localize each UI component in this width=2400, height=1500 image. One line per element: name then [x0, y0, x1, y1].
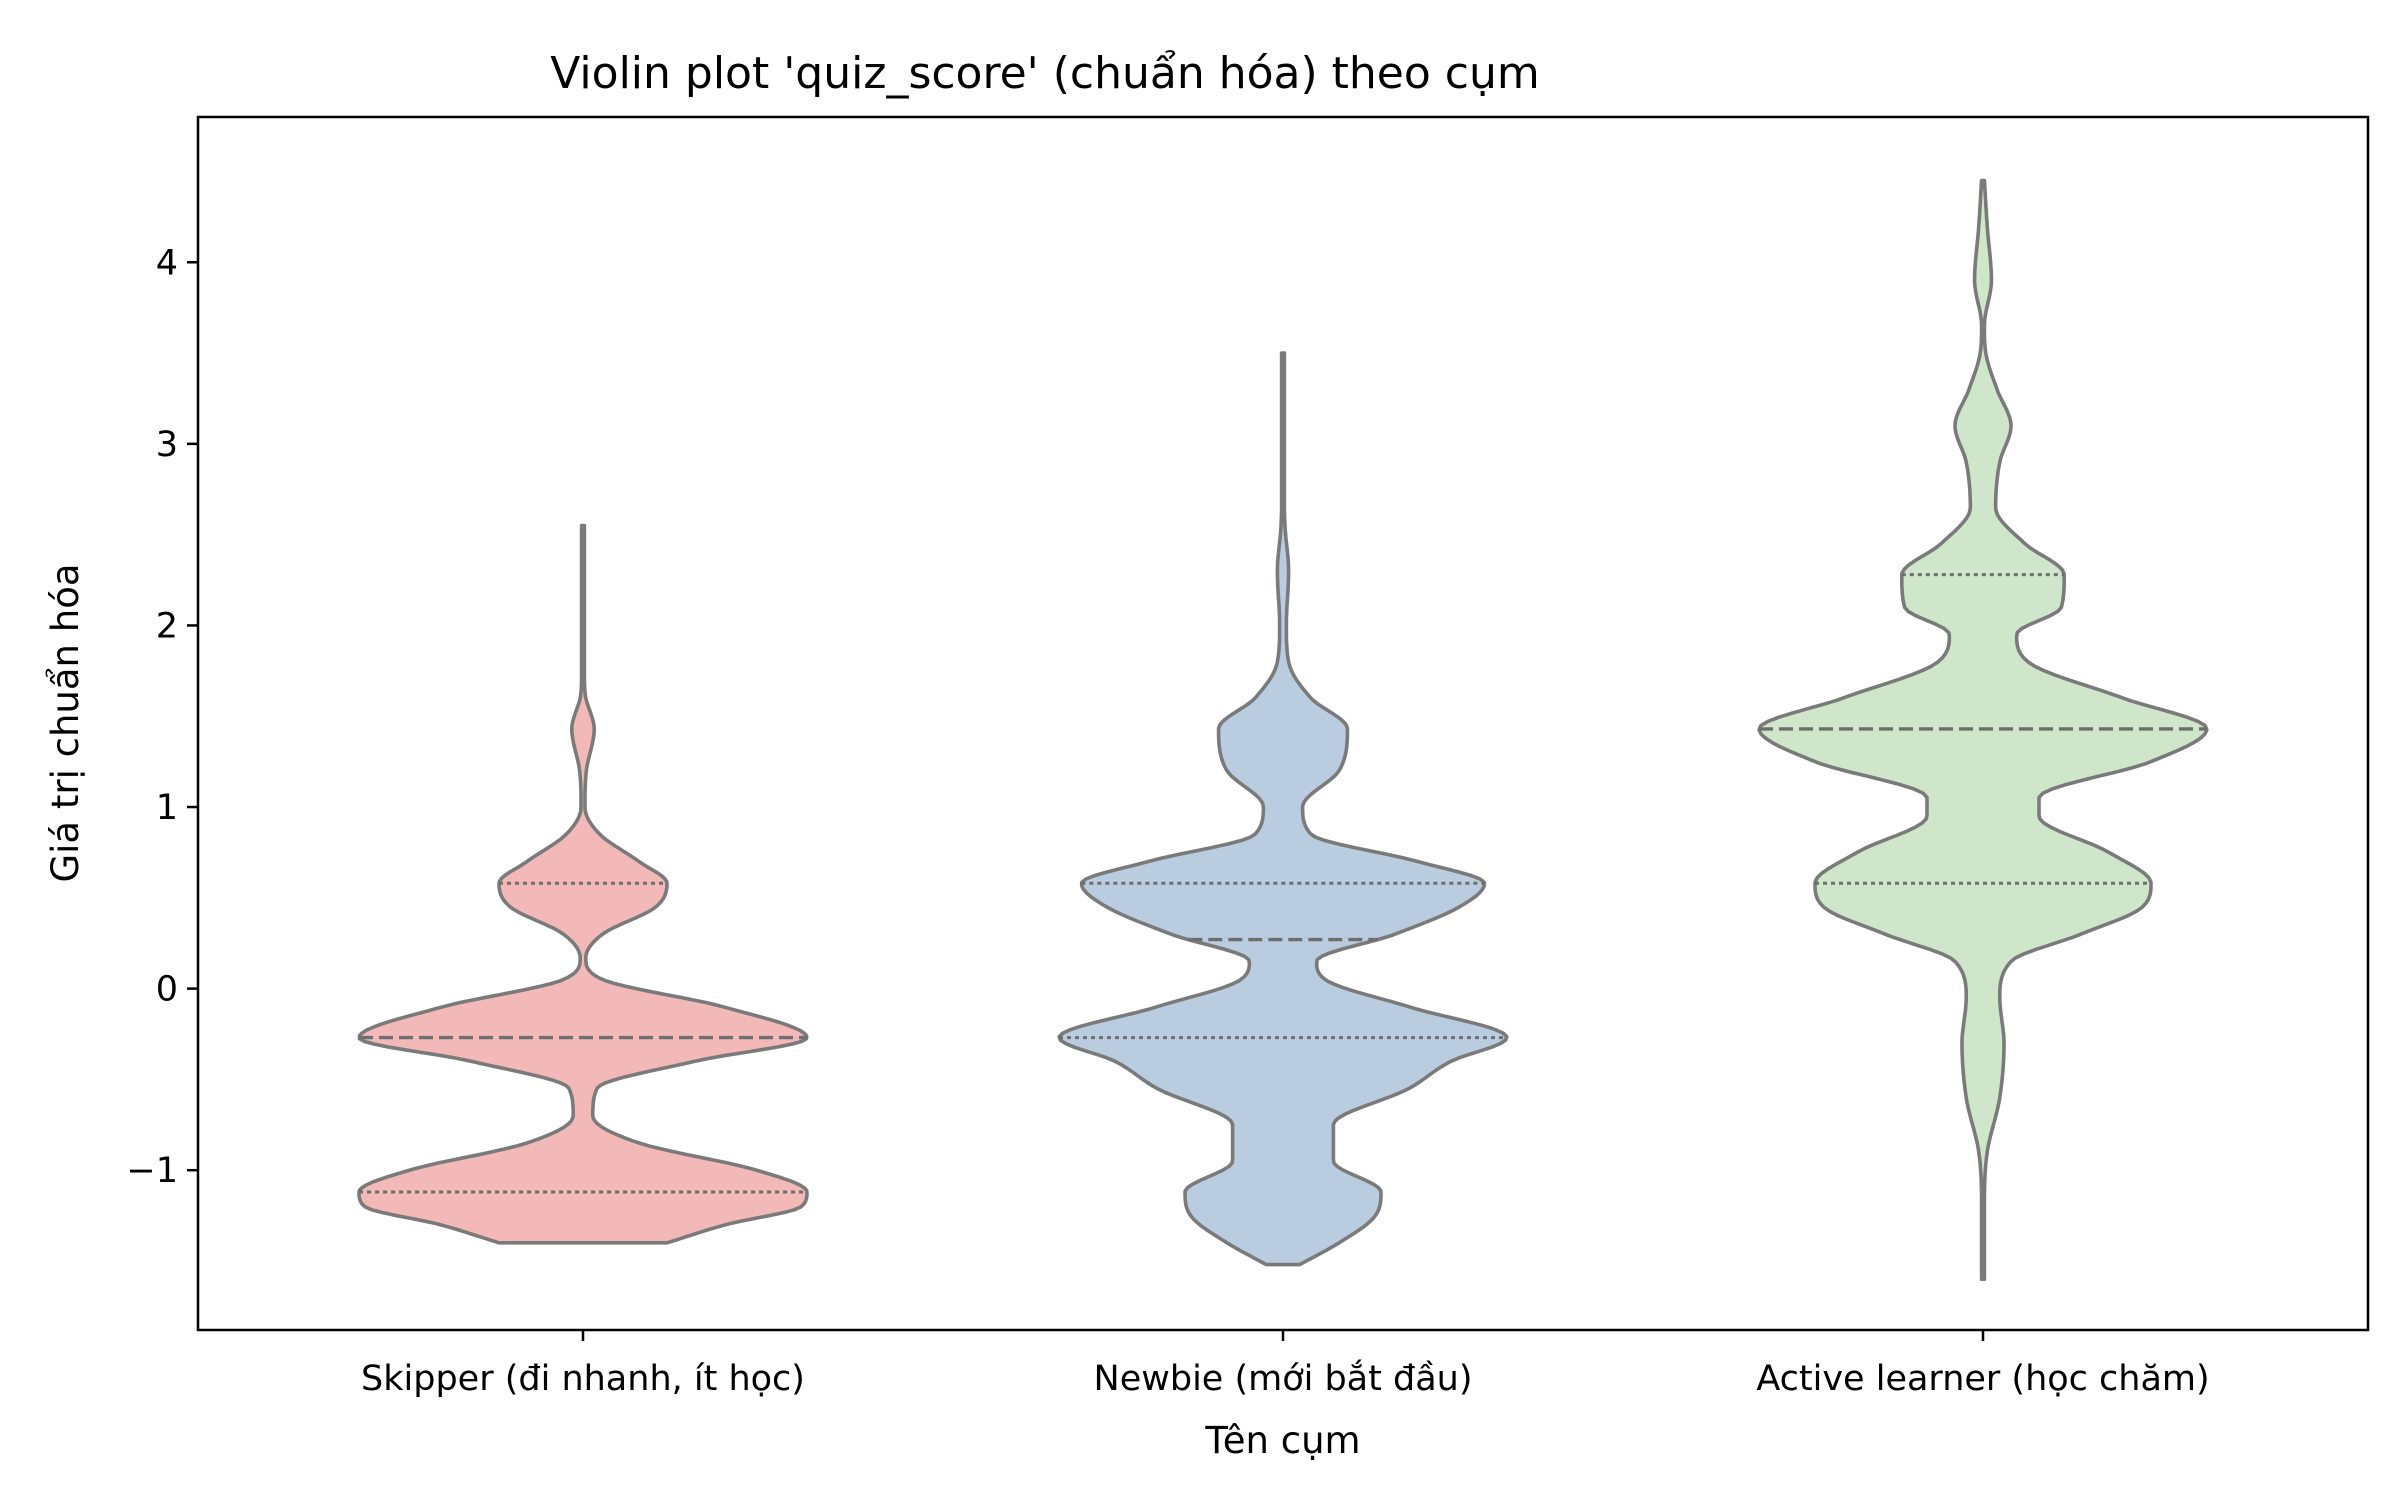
- chart-title: Violin plot 'quiz_score' (chuẩn hóa) the…: [550, 48, 1539, 99]
- x-axis-label: Tên cụm: [1204, 1419, 1360, 1462]
- violin-1: [357, 523, 809, 1245]
- y-axis-label: Giá trị chuẩn hóa: [44, 563, 87, 882]
- x-tick-label-1: Newbie (mới bắt đầu): [1094, 1358, 1473, 1399]
- x-tick-label-2: Active learner (học chăm): [1756, 1359, 2209, 1399]
- x-axis: Skipper (đi nhanh, ít học) Newbie (mới bắ…: [361, 1330, 2210, 1399]
- y-tick-label-5: 4: [156, 243, 178, 283]
- y-tick-label-1: 0: [156, 970, 178, 1010]
- violins-layer: [357, 178, 2209, 1281]
- violin-2: [1057, 351, 1509, 1267]
- plot-frame: [196, 115, 2370, 1332]
- y-tick-label-4: 3: [156, 425, 178, 465]
- y-tick-label-3: 2: [156, 606, 178, 646]
- y-tick-label-2: 1: [156, 788, 178, 828]
- violin-3: [1757, 178, 2209, 1281]
- violin-body-2: [1057, 351, 1509, 1267]
- y-tick-label-0: −1: [126, 1151, 178, 1191]
- x-tick-label-0: Skipper (đi nhanh, ít học): [361, 1359, 805, 1399]
- y-axis: −1 0 1 2 3 4: [126, 243, 198, 1191]
